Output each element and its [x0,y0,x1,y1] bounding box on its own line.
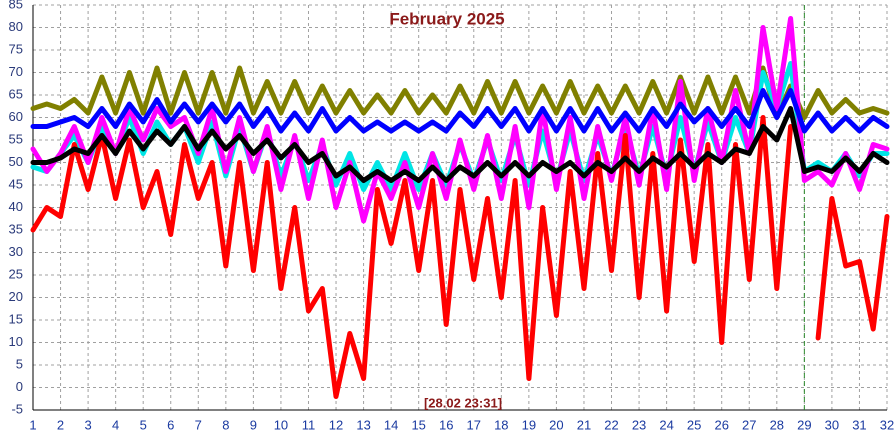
y-tick-label: 15 [9,311,23,326]
lines [30,16,890,399]
x-tick-label: 1 [29,417,36,432]
y-tick-label: 60 [9,109,23,124]
y-tick-label: 75 [9,41,23,56]
x-tick-label: 17 [467,417,481,432]
y-tick-label: 20 [9,289,23,304]
x-tick-label: 14 [384,417,398,432]
chart-title: February 2025 [389,9,504,28]
y-tick-label: 25 [9,266,23,281]
x-tick-label: 8 [222,417,229,432]
x-tick-label: 9 [250,417,257,432]
y-tick-label: 45 [9,176,23,191]
x-tick-label: 29 [797,417,811,432]
x-tick-label: 13 [356,417,370,432]
x-tick-label: 15 [411,417,425,432]
y-tick-label: -5 [11,401,23,416]
x-tick-label: 12 [329,417,343,432]
x-tick-label: 2 [57,417,64,432]
x-tick-label: 5 [140,417,147,432]
y-tick-label: 30 [9,244,23,259]
annotation: [28.02 23:31] [424,395,502,410]
x-tick-label: 18 [494,417,508,432]
y-tick-label: 80 [9,19,23,34]
x-tick-label: 3 [84,417,91,432]
x-tick-label: 21 [577,417,591,432]
x-tick-label: 22 [604,417,618,432]
y-tick-label: 55 [9,131,23,146]
x-tick-label: 32 [880,417,894,432]
x-tick-label: 28 [770,417,784,432]
x-tick-label: 27 [742,417,756,432]
x-tick-label: 6 [167,417,174,432]
y-tick-label: 35 [9,221,23,236]
grid [32,4,888,411]
y-tick-label: 70 [9,64,23,79]
x-tick-label: 31 [852,417,866,432]
x-tick-label: 7 [195,417,202,432]
series-line [30,65,890,120]
x-tick-label: 4 [112,417,119,432]
x-tick-label: 11 [302,417,316,432]
series-line [30,88,890,134]
y-tick-label: 10 [9,334,23,349]
x-tick-label: 30 [825,417,839,432]
x-tick-label: 24 [659,417,673,432]
x-tick-label: 19 [522,417,536,432]
series-line [815,196,890,341]
y-tick-label: 85 [9,0,23,11]
series-line [30,16,890,224]
y-tick-label: 5 [16,356,23,371]
y-tick-label: 65 [9,86,23,101]
series-line [30,115,794,399]
x-tick-label: 25 [687,417,701,432]
series-line [30,106,890,183]
y-tick-label: 40 [9,199,23,214]
y-tick-label: 50 [9,154,23,169]
x-tick-label: 23 [632,417,646,432]
x-tick-label: 16 [439,417,453,432]
x-tick-label: 10 [274,417,288,432]
x-tick-label: 26 [714,417,728,432]
y-tick-label: 0 [16,379,23,394]
x-tick-label: 20 [549,417,563,432]
